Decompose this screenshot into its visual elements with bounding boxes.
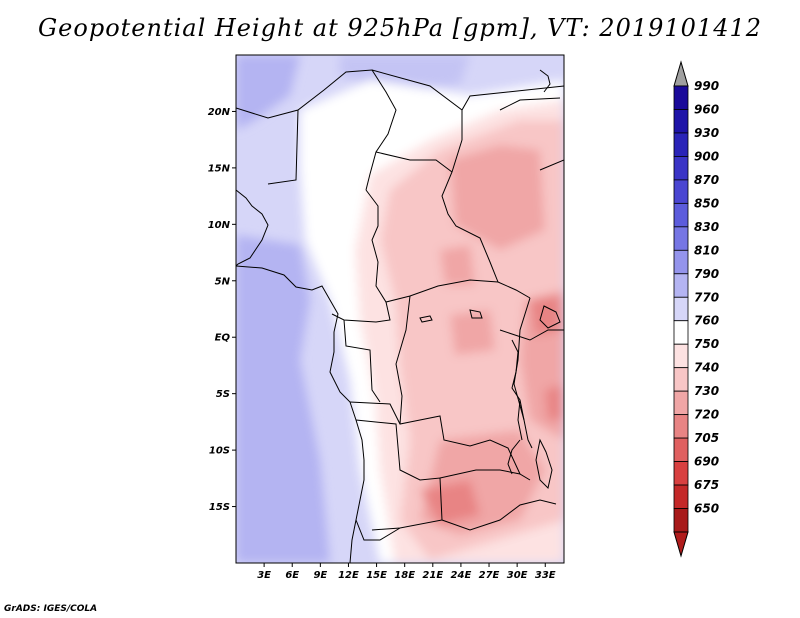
lon-tick-label: 12E [338,570,359,581]
lon-tick-label: 9E [313,570,327,581]
colorbar-level-label: 830 [694,220,719,234]
colorbar-swatch [673,109,689,134]
colorbar-swatch [673,202,689,228]
lat-tick-label: 10S [209,446,230,457]
lat-tick-label: 15N [208,163,231,174]
lat-tick-label: 10N [208,220,231,231]
colorbar-level-label: 730 [694,384,719,398]
colorbar-swatch [673,508,689,533]
colorbar-swatch [673,296,689,322]
colorbar-level-label: 760 [694,314,719,328]
colorbar-swatch [673,461,689,486]
colorbar-top-arrow [673,60,689,87]
colorbar-swatch [673,156,689,181]
lat-tick-label: 15S [209,502,230,513]
colorbar-level-label: 650 [694,502,719,516]
colorbar-level-label: 870 [694,173,719,187]
map-frame [235,54,565,564]
colorbar-swatch [673,343,689,369]
lon-tick-label: 15E [366,570,387,581]
colorbar-level-label: 720 [694,408,719,422]
lon-tick-label: 18E [394,570,415,581]
colorbar-swatch [673,367,689,392]
colorbar-swatch [673,484,689,509]
colorbar-swatch [673,414,689,439]
lon-tick-label: 3E [257,570,271,581]
colorbar-swatch [673,132,689,157]
map-title: Geopotential Height at 925hPa [gpm], VT:… [38,14,762,42]
colorbar-level-label: 750 [694,337,719,351]
colorbar-level-label: 675 [694,478,719,492]
colorbar-level-label: 990 [694,79,719,93]
height-field [236,55,564,563]
latitude-ticks: 20N 15N 10N 5N EQ 5S 10S 15S [208,107,236,513]
colorbar-level-label: 900 [694,149,719,163]
colorbar-swatch [673,226,689,251]
colorbar-level-label: 790 [694,267,719,281]
colorbar-level-label: 850 [694,196,719,210]
colorbar-swatch [673,390,689,416]
lat-tick-label: 5N [215,276,231,287]
colorbar-level-label: 770 [694,290,719,304]
longitude-ticks: 3E 6E 9E 12E 15E 18E 21E 24E 27E 30E 33E [257,563,556,581]
colorbar-level-label: 705 [694,431,719,445]
colorbar-swatch [673,320,689,345]
colorbar-swatch [673,437,689,462]
lon-tick-label: 30E [507,570,528,581]
lat-tick-label: 20N [208,107,231,118]
colorbar-level-label: 810 [694,243,719,257]
colorbar-level-label: 690 [694,455,719,469]
colorbar-swatch [673,179,689,204]
colorbar-bottom-arrow [673,531,689,558]
lon-tick-label: 6E [285,570,299,581]
lat-tick-label: EQ [215,333,231,344]
colorbar: 990 960 930 900 870 850 830 810 790 770 760 750 740 7… [673,60,719,558]
lon-tick-label: 24E [451,570,472,581]
political-borders [236,69,564,563]
lat-tick-label: 5S [216,389,230,400]
colorbar-swatch [673,85,689,110]
colorbar-level-label: 960 [694,102,719,116]
colorbar-level-label: 930 [694,126,719,140]
lon-tick-label: 27E [479,570,500,581]
colorbar-swatch [673,249,689,275]
lon-tick-label: 33E [535,570,556,581]
colorbar-swatch [673,273,689,298]
colorbar-level-label: 740 [694,361,719,375]
lon-tick-label: 21E [422,570,443,581]
grads-credit: GrADS: IGES/COLA [4,604,98,614]
